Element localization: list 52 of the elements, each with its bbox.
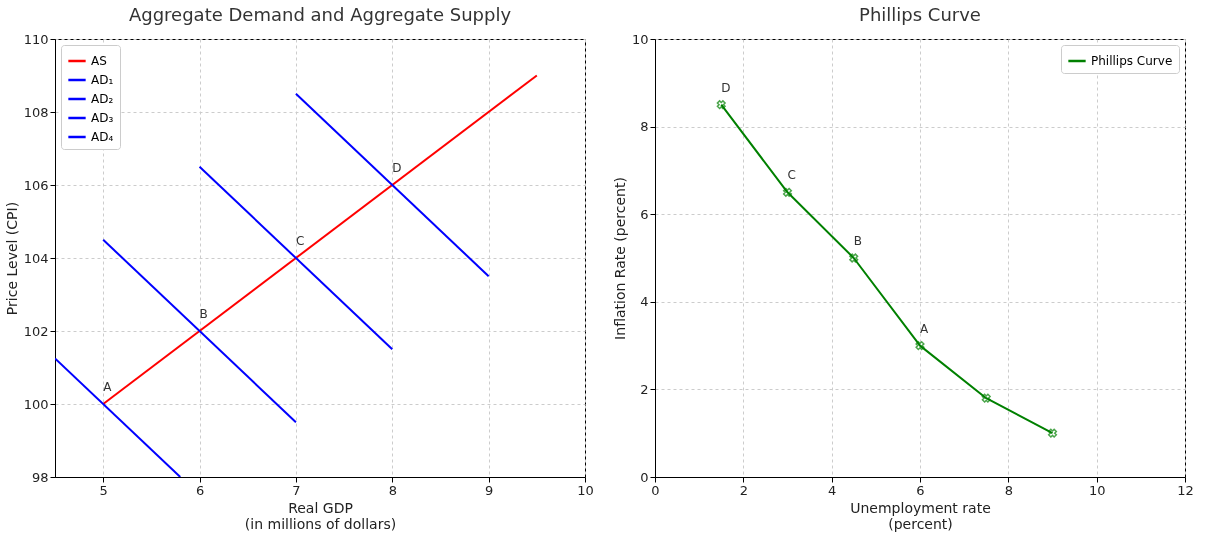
annotation: D bbox=[721, 80, 731, 95]
y-tick-label: 4 bbox=[640, 294, 649, 310]
x-tick-label: 6 bbox=[195, 482, 205, 498]
x-axis-title: Unemployment rate (percent) bbox=[850, 499, 991, 532]
annotation: B bbox=[199, 307, 208, 321]
point bbox=[915, 341, 925, 351]
point bbox=[1047, 428, 1058, 438]
x-axis-title: Real GDP (in millions of dollars) bbox=[244, 499, 397, 532]
chart-title: Phillips Curve bbox=[859, 4, 981, 25]
legend-label: Phillips Curve bbox=[1091, 54, 1173, 68]
y-tick-label: 100 bbox=[23, 396, 49, 412]
point bbox=[782, 187, 793, 197]
annotation: D bbox=[392, 161, 402, 175]
x-tick-label: 7 bbox=[292, 482, 301, 498]
y-tick-label: 2 bbox=[640, 381, 649, 397]
annotation: A bbox=[920, 321, 929, 336]
annotation: B bbox=[853, 234, 862, 248]
annotation: C bbox=[787, 168, 796, 183]
annotation: A bbox=[103, 380, 113, 394]
y-tick-label: 98 bbox=[31, 469, 49, 485]
y-tick-label: 110 bbox=[23, 31, 49, 47]
x-tick-label: 12 bbox=[1177, 482, 1194, 498]
y-tick-label: 8 bbox=[640, 119, 649, 135]
point bbox=[849, 253, 859, 263]
y-tick-label: 102 bbox=[23, 323, 49, 339]
point bbox=[716, 100, 726, 110]
x-tick-label: 9 bbox=[485, 482, 494, 498]
x-tick-label: 5 bbox=[99, 482, 108, 498]
legend-label: AD₃ bbox=[91, 111, 114, 125]
y-tick-label: 10 bbox=[631, 31, 649, 47]
legend-label: AD₄ bbox=[91, 130, 114, 144]
y-axis-title: Inflation Rate (percent) bbox=[611, 177, 628, 340]
point bbox=[981, 393, 991, 403]
chart-title: Aggregate Demand and Aggregate Supply bbox=[128, 4, 512, 25]
legend-label: AD₁ bbox=[91, 73, 114, 87]
x-tick-label: 4 bbox=[828, 482, 837, 498]
y-tick-label: 6 bbox=[640, 206, 649, 222]
x-tick-label: 6 bbox=[916, 482, 925, 498]
x-tick-label: 2 bbox=[739, 482, 748, 498]
y-tick-label: 0 bbox=[640, 469, 649, 485]
x-tick-label: 10 bbox=[577, 482, 594, 498]
annotation: C bbox=[295, 234, 305, 248]
y-axis-title: Price Level (CPI) bbox=[3, 201, 20, 316]
x-tick-label: 8 bbox=[1004, 482, 1013, 498]
y-tick-label: 104 bbox=[23, 250, 49, 266]
legend-label: AD₂ bbox=[91, 92, 114, 106]
y-tick-label: 108 bbox=[23, 104, 49, 120]
x-tick-label: 8 bbox=[388, 482, 397, 498]
x-tick-label: 10 bbox=[1088, 482, 1106, 498]
legend-label: AS bbox=[91, 54, 107, 68]
y-tick-label: 106 bbox=[23, 177, 49, 193]
x-tick-label: 0 bbox=[651, 482, 660, 498]
